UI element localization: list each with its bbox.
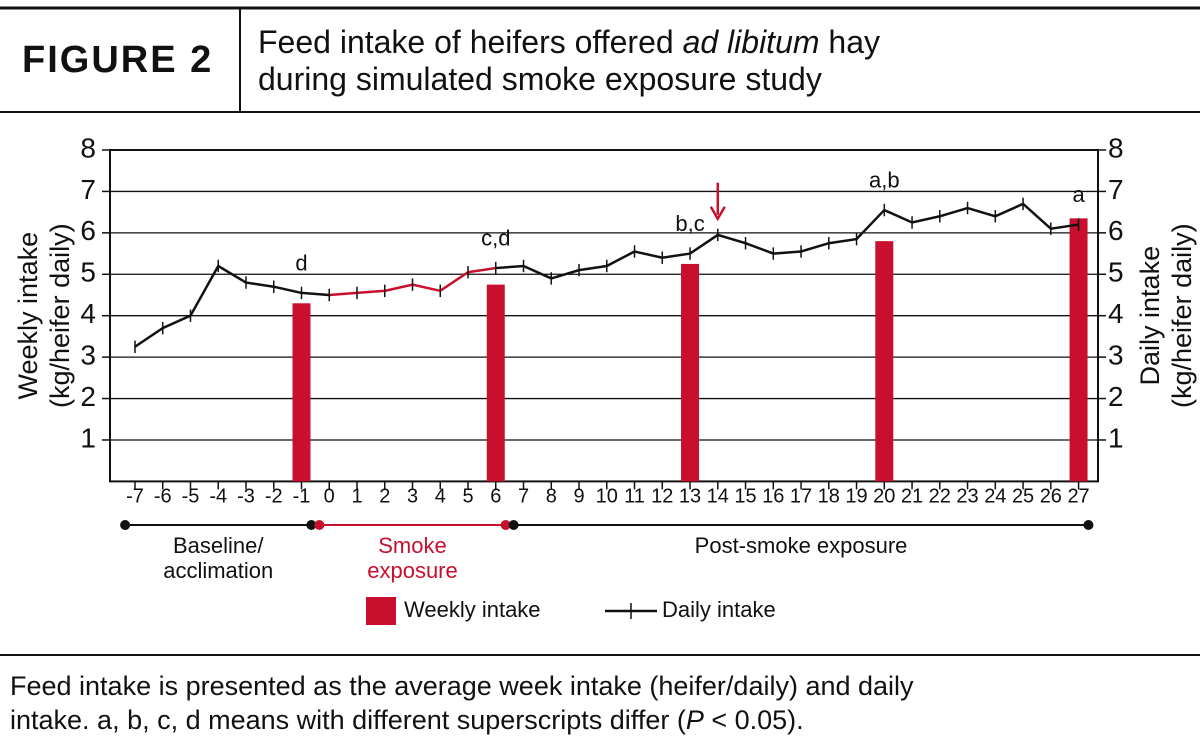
- x-tick-label: 18: [818, 486, 840, 508]
- y-tick-label: 3: [80, 340, 96, 371]
- title-line-part: ad libitum: [683, 24, 820, 60]
- y2-tick-label: 7: [1108, 174, 1124, 205]
- caption-line-part: P: [686, 705, 704, 735]
- legend-swatch: [366, 597, 396, 625]
- x-tick-label: 9: [573, 486, 584, 508]
- y-tick-label: 5: [80, 257, 96, 288]
- bar: [1069, 218, 1088, 482]
- y-tick-label: 7: [80, 174, 96, 205]
- x-tick-label: 11: [624, 486, 645, 508]
- caption-line-part: intake. a, b, c, d means with different …: [10, 705, 686, 735]
- daily-line: [495, 202, 1079, 280]
- x-tick-label: 4: [435, 486, 446, 508]
- bar: [292, 303, 311, 482]
- x-tick-label: 7: [518, 486, 529, 508]
- x-tick-label: 5: [462, 486, 473, 508]
- caption-line: Feed intake is presented as the average …: [10, 671, 914, 701]
- x-tick-label: 14: [707, 486, 729, 508]
- phase-label: Post-smoke exposure: [695, 533, 908, 558]
- legend-label: Daily intake: [662, 597, 776, 622]
- caption-line: intake. a, b, c, d means with different …: [10, 705, 804, 735]
- x-tick-label: 3: [407, 486, 418, 508]
- x-tick-label: 23: [956, 486, 978, 508]
- x-tick-label: -5: [182, 486, 200, 508]
- x-tick-label: 25: [1012, 486, 1034, 508]
- phase-end: [306, 520, 317, 530]
- x-tick-label: 20: [873, 486, 895, 508]
- x-tick-label: -7: [126, 486, 144, 508]
- significance-letter: a: [1072, 182, 1085, 207]
- x-tick-label: 15: [734, 486, 756, 508]
- bar: [486, 284, 505, 482]
- x-tick-label: 13: [679, 486, 701, 508]
- y2-axis-title: Daily intake: [1135, 246, 1165, 386]
- phase-end: [500, 520, 511, 530]
- plot-frame: [109, 149, 1099, 483]
- y2-tick-label: 8: [1108, 132, 1124, 163]
- phase-end: [1083, 520, 1094, 530]
- x-tick-label: 10: [596, 486, 618, 508]
- y2-tick-label: 5: [1108, 257, 1124, 288]
- x-tick-label: -2: [265, 486, 283, 508]
- bar: [875, 241, 894, 482]
- phase-label: Baseline/: [173, 533, 264, 558]
- phase-start: [314, 520, 325, 530]
- x-tick-label: 16: [762, 486, 784, 508]
- x-tick-label: 6: [490, 486, 501, 508]
- x-tick-label: 27: [1067, 486, 1089, 508]
- x-tick-label: 22: [929, 486, 951, 508]
- x-tick-label: 0: [324, 486, 335, 508]
- x-tick-label: 24: [984, 486, 1006, 508]
- phase-label: acclimation: [163, 558, 273, 583]
- x-tick-label: 1: [351, 486, 362, 508]
- significance-letter: c,d: [481, 226, 510, 251]
- y-tick-label: 8: [80, 132, 96, 163]
- phase-label: Smoke: [378, 533, 446, 558]
- x-tick-label: 17: [790, 486, 812, 508]
- y-tick-label: 4: [80, 298, 96, 329]
- x-tick-label: -1: [293, 486, 311, 508]
- title-line: Feed intake of heifers offered ad libitu…: [258, 24, 880, 60]
- x-tick-label: 21: [901, 486, 923, 508]
- title-line-part: during simulated smoke exposure study: [258, 61, 822, 97]
- y2-axis-title: (kg/heifer daily): [1167, 223, 1197, 408]
- figure-label: FIGURE 2: [22, 39, 213, 81]
- x-tick-label: -4: [209, 486, 227, 508]
- y2-tick-label: 1: [1108, 422, 1124, 453]
- significance-letter: b,c: [675, 211, 704, 236]
- significance-letter: a,b: [869, 168, 900, 193]
- significance-letter: d: [295, 251, 307, 276]
- y2-tick-label: 2: [1108, 381, 1124, 412]
- y-tick-label: 6: [80, 215, 96, 246]
- x-tick-label: -3: [237, 486, 255, 508]
- title-line-part: Feed intake of heifers offered: [258, 24, 683, 60]
- title-line-part: hay: [820, 24, 880, 60]
- bar: [681, 263, 700, 482]
- x-tick-label: 8: [546, 486, 557, 508]
- y-axis-title: (kg/heifer daily): [45, 223, 75, 408]
- y2-tick-label: 6: [1108, 215, 1124, 246]
- phase-label: exposure: [367, 558, 458, 583]
- arrow-head: [709, 206, 726, 222]
- x-tick-label: 19: [845, 486, 867, 508]
- caption-line-part: Feed intake is presented as the average …: [10, 671, 914, 701]
- x-tick-label: -6: [154, 486, 172, 508]
- caption-line-part: < 0.05).: [704, 705, 804, 735]
- phase-start: [120, 520, 131, 530]
- y-tick-label: 2: [80, 381, 96, 412]
- phase-start: [508, 520, 519, 530]
- title-line: during simulated smoke exposure study: [258, 61, 822, 97]
- y2-tick-label: 4: [1108, 298, 1124, 329]
- legend-label: Weekly intake: [404, 597, 541, 622]
- y-axis-title: Weekly intake: [13, 232, 43, 400]
- y-tick-label: 1: [80, 422, 96, 453]
- x-tick-label: 26: [1040, 486, 1062, 508]
- x-tick-label: 2: [379, 486, 390, 508]
- y2-tick-label: 3: [1108, 340, 1124, 371]
- x-tick-label: 12: [651, 486, 673, 508]
- daily-line: [134, 264, 330, 348]
